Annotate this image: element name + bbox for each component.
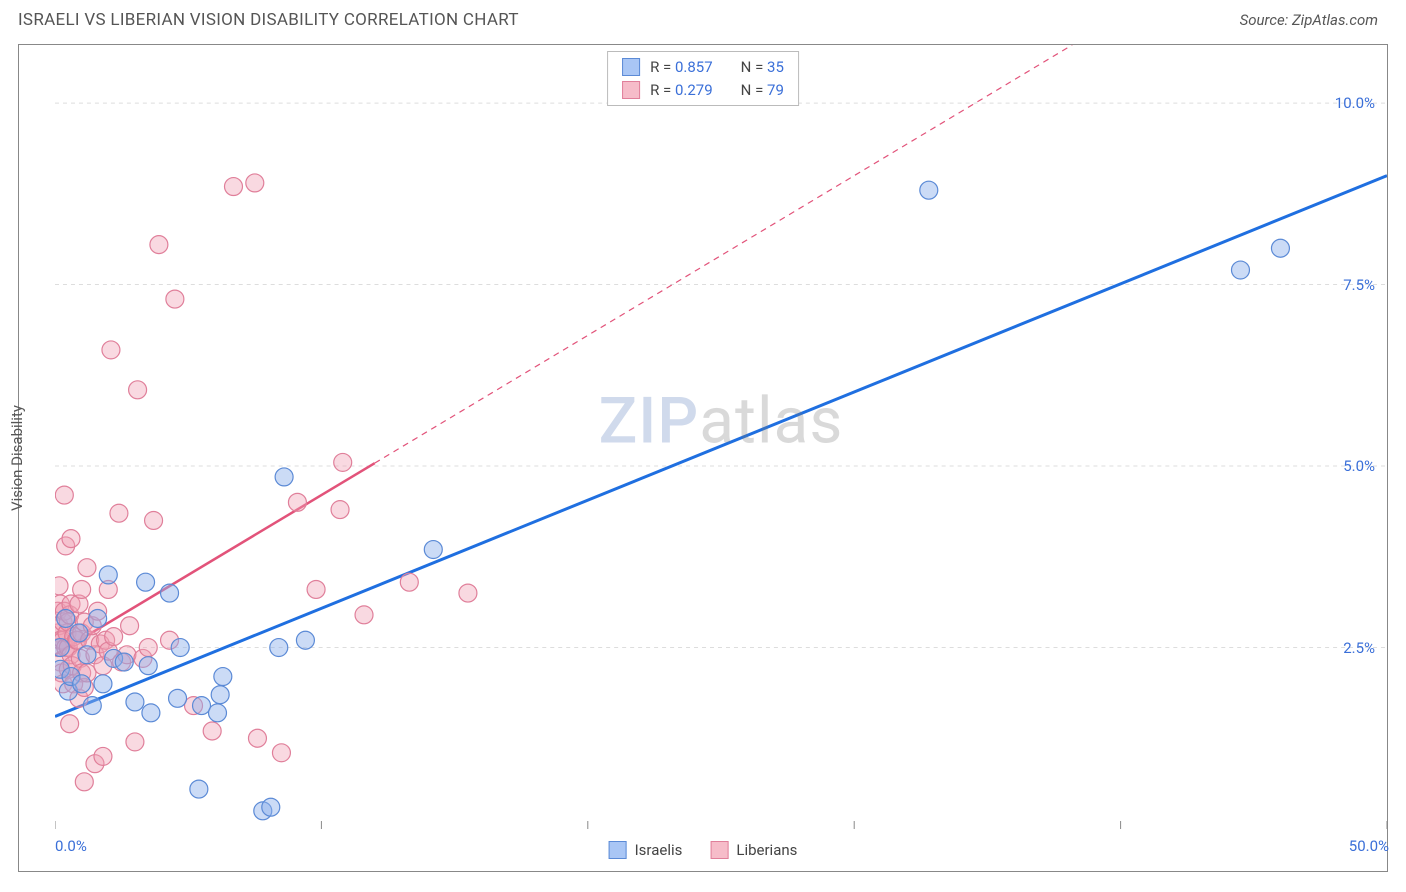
legend-swatch-israeli: [609, 841, 627, 859]
chart-header: ISRAELI VS LIBERIAN VISION DISABILITY CO…: [0, 0, 1406, 36]
source-prefix: Source:: [1240, 11, 1292, 29]
legend-item-liberian: Liberians: [710, 841, 797, 859]
n-value: 35: [767, 58, 784, 76]
legend-row: R = 0.279 N = 79: [622, 79, 784, 102]
r-value: 0.279: [675, 81, 713, 99]
legend-item-israeli: Israelis: [609, 841, 683, 859]
y-axis-label: Vision Disability: [8, 405, 26, 511]
legend-label: Israelis: [635, 841, 683, 859]
chart-container: Vision Disability ZIPatlas 2.5%5.0%7.5%1…: [18, 44, 1388, 872]
legend-swatch-liberian: [622, 81, 640, 99]
plot-area: ZIPatlas 2.5%5.0%7.5%10.0%: [55, 45, 1387, 829]
y-tick-label: 2.5%: [1343, 639, 1375, 657]
source-attribution: Source: ZipAtlas.com: [1240, 11, 1378, 29]
scatter-svg: [55, 45, 1387, 829]
y-tick-label: 5.0%: [1343, 457, 1375, 475]
legend-swatch-israeli: [622, 58, 640, 76]
r-value: 0.857: [675, 58, 713, 76]
n-value: 79: [767, 81, 784, 99]
y-tick-label: 10.0%: [1335, 94, 1375, 112]
legend-label: Liberians: [736, 841, 797, 859]
x-tick-label: 0.0%: [55, 837, 87, 855]
legend-swatch-liberian: [710, 841, 728, 859]
x-tick-label: 50.0%: [1349, 837, 1389, 855]
series-legend: Israelis Liberians: [609, 841, 798, 859]
chart-title: ISRAELI VS LIBERIAN VISION DISABILITY CO…: [18, 10, 519, 30]
source-name: ZipAtlas.com: [1292, 11, 1378, 29]
legend-row: R = 0.857 N = 35: [622, 56, 784, 79]
y-tick-label: 7.5%: [1343, 276, 1375, 294]
correlation-legend: R = 0.857 N = 35 R = 0.279 N = 79: [607, 51, 799, 106]
